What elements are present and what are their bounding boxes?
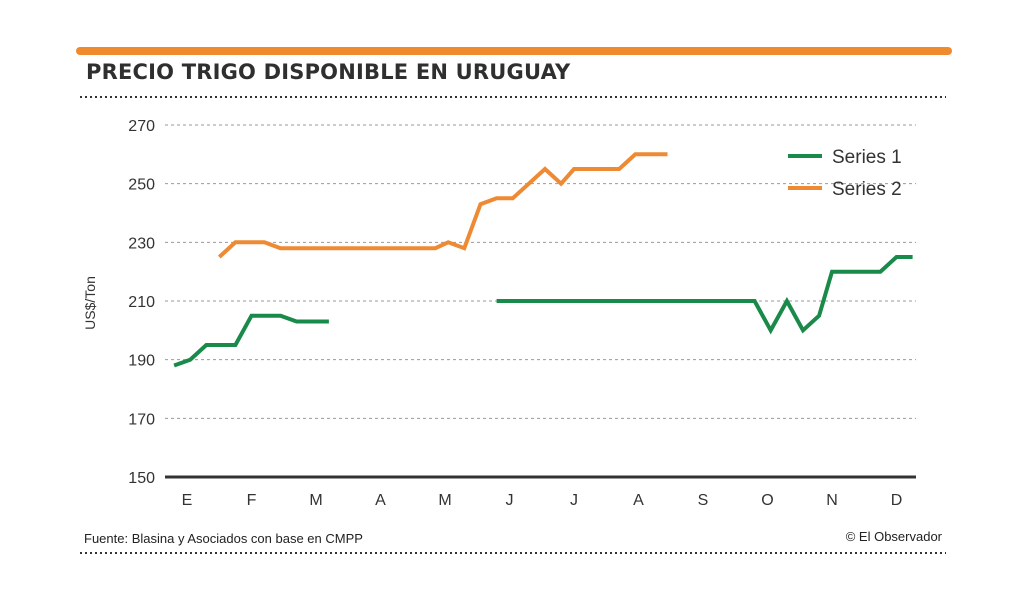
y-tick-label: 190 [128,353,155,370]
y-axis-label: US$/Ton [82,276,98,330]
x-tick-label: S [698,492,709,509]
y-tick-label: 210 [128,294,155,311]
x-tick-label: J [506,492,514,509]
x-tick-label: N [826,492,838,509]
y-tick-label: 150 [128,470,155,487]
x-tick-label: M [309,492,322,509]
x-tick-label: E [182,492,193,509]
copyright-credit: © El Observador [845,529,942,544]
legend-label-series-2: Series 2 [832,179,902,200]
x-tick-label: A [375,492,386,509]
x-tick-label: J [570,492,578,509]
x-tick-label: O [761,492,773,509]
legend-label-series-1: Series 1 [832,147,902,168]
x-tick-label: A [633,492,644,509]
x-tick-label: F [247,492,257,509]
chart-title: PRECIO TRIGO DISPONIBLE EN URUGUAY [86,60,571,84]
y-tick-label: 250 [128,177,155,194]
series-1-line [496,255,913,335]
y-tick-label: 230 [128,235,155,252]
x-tick-label: D [891,492,903,509]
x-tick-label: M [438,492,451,509]
y-tick-label: 170 [128,411,155,428]
series-1-line [173,313,329,368]
y-tick-label: 270 [128,118,155,135]
source-note: Fuente: Blasina y Asociados con base en … [84,531,363,546]
series-2-line [217,152,668,259]
